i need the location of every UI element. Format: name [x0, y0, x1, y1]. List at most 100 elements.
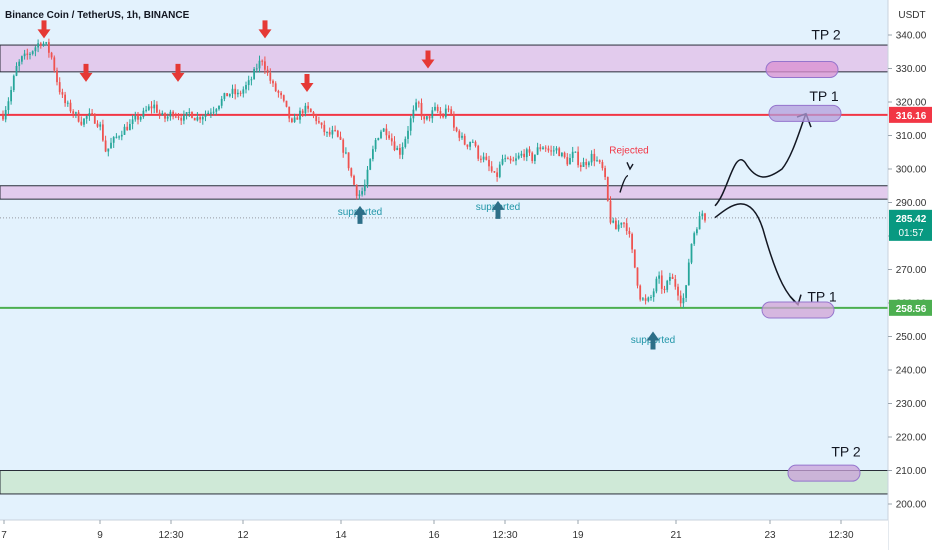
down-arrow-4	[300, 73, 314, 92]
candle-body-258	[698, 216, 701, 230]
candle-body-157	[426, 116, 428, 120]
candle-body-121	[328, 131, 331, 135]
candle-body-181	[490, 166, 493, 172]
candle-body-164	[444, 108, 447, 118]
candle-body-254	[687, 262, 690, 286]
candle-body-13	[37, 43, 39, 48]
candle-body-129	[350, 168, 353, 176]
candle-body-183	[496, 172, 498, 177]
candle-body-147	[399, 147, 401, 155]
candle-body-238	[644, 298, 647, 301]
candle-body-126	[342, 139, 345, 153]
down-arrow-3	[258, 20, 272, 39]
zone-1	[0, 185, 889, 200]
candle-body-49	[134, 115, 137, 120]
candle-body-36	[99, 124, 102, 127]
candle-body-37	[102, 124, 104, 141]
candle-body-70	[191, 112, 193, 119]
candle-body-40	[110, 142, 112, 149]
candle-body-92	[250, 79, 253, 81]
candle-body-240	[650, 297, 652, 299]
upper-level-price-label-bg	[889, 106, 932, 123]
candle-body-90	[245, 85, 247, 90]
target-highlight-2	[761, 301, 835, 319]
candle-body-75	[204, 114, 207, 118]
candle-body-156	[423, 116, 426, 120]
candle-body-132	[358, 194, 361, 196]
candle-body-65	[177, 116, 180, 118]
candle-body-45	[123, 126, 126, 135]
x-tick-label: 12:30	[828, 530, 853, 541]
candle-body-7	[21, 56, 23, 62]
candle-body-182	[493, 171, 496, 173]
candle-body-106	[288, 106, 291, 119]
candle-body-52	[142, 110, 145, 117]
y-tick-label: 230.00	[896, 399, 927, 410]
y-tick-label: 330.00	[896, 64, 927, 75]
candle-body-89	[242, 89, 245, 94]
candle-body-241	[652, 291, 655, 298]
candle-body-8	[23, 53, 26, 57]
candle-body-198	[536, 147, 539, 155]
candle-body-140	[380, 131, 382, 139]
candle-body-220	[596, 160, 598, 162]
candle-body-165	[447, 108, 450, 110]
candle-body-251	[679, 295, 682, 304]
candle-body-155	[420, 102, 423, 117]
candle-body-120	[326, 131, 328, 133]
candle-body-6	[18, 61, 21, 66]
candle-body-176	[477, 145, 480, 159]
x-tick-label: 14	[335, 530, 347, 541]
candle-body-11	[31, 51, 34, 54]
rejection-curve	[619, 175, 629, 193]
candle-body-59	[161, 113, 164, 115]
candle-body-180	[488, 159, 490, 167]
candle-body-105	[285, 100, 288, 107]
price-unit: USDT	[898, 10, 925, 21]
candle-body-64	[174, 116, 177, 118]
candle-body-21	[58, 82, 61, 93]
candle-body-203	[550, 150, 552, 152]
candle-body-154	[417, 102, 420, 104]
candle-body-14	[39, 43, 42, 46]
current-price-label: 285.42	[896, 214, 927, 225]
candle-body-167	[453, 114, 455, 128]
candle-body-248	[671, 276, 674, 280]
candle-body-109	[296, 117, 299, 120]
candle-body-148	[401, 147, 404, 155]
candle-body-200	[542, 147, 544, 150]
candle-body-19	[53, 57, 56, 71]
candle-body-82	[223, 93, 226, 99]
candle-body-178	[482, 156, 485, 160]
bar-countdown-label: 01:57	[898, 228, 923, 239]
candle-body-219	[593, 153, 596, 161]
candle-body-2	[7, 101, 10, 110]
candle-body-177	[480, 158, 482, 160]
candle-body-128	[347, 152, 350, 169]
current-price-label-bg	[889, 209, 932, 241]
candle-body-160	[434, 106, 436, 111]
candle-body-137	[372, 149, 374, 160]
candle-body-242	[655, 278, 658, 292]
candle-body-15	[42, 43, 45, 46]
candle-body-159	[431, 110, 434, 119]
candle-body-189	[512, 160, 515, 162]
tp-label: TP 2	[831, 443, 861, 459]
candle-body-122	[331, 130, 334, 135]
candle-body-83	[226, 93, 228, 97]
candle-body-213	[577, 151, 579, 166]
candle-body-69	[188, 112, 191, 114]
y-tick-label: 290.00	[896, 198, 927, 209]
candle-body-133	[361, 191, 363, 195]
candle-body-103	[280, 92, 282, 96]
candle-body-145	[393, 141, 396, 151]
candle-body-138	[374, 140, 377, 150]
candle-body-179	[485, 156, 488, 160]
candle-body-197	[534, 154, 536, 162]
x-tick-label: 12:30	[492, 530, 517, 541]
candle-body-223	[604, 168, 606, 178]
candle-body-208	[563, 152, 566, 158]
candle-body-207	[561, 152, 563, 157]
candle-body-9	[26, 53, 29, 55]
